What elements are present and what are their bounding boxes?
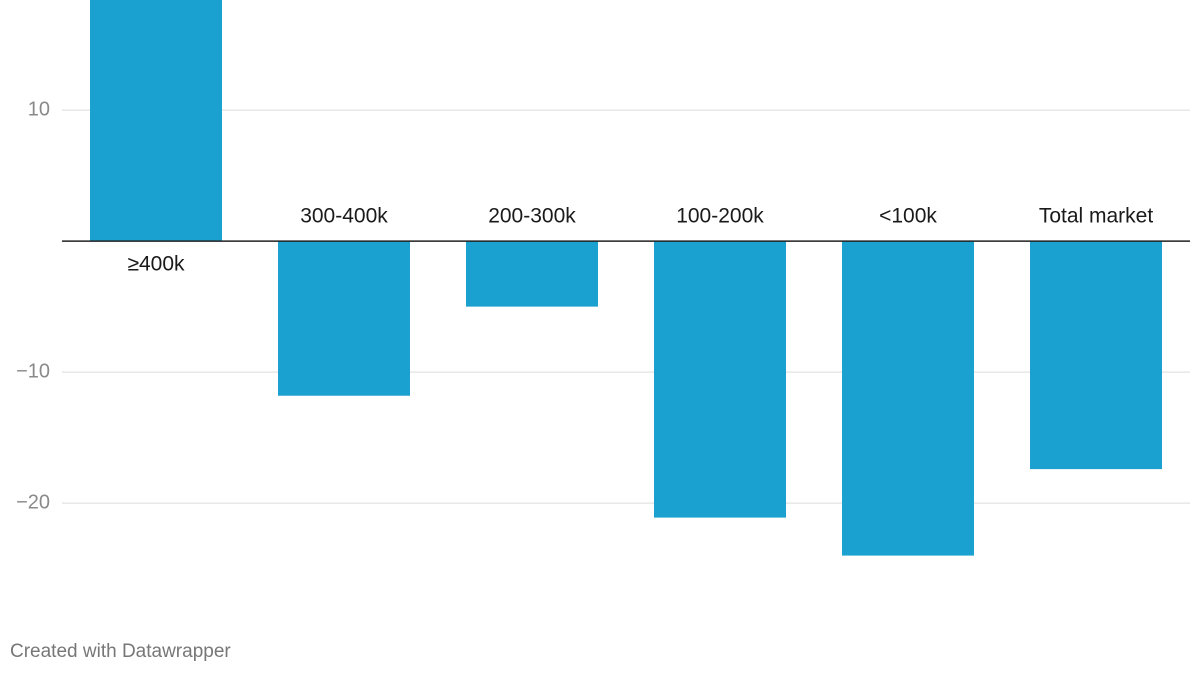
bar <box>90 0 222 242</box>
bar <box>1030 241 1162 470</box>
y-tick-label: −10 <box>16 360 50 382</box>
y-tick-label: −20 <box>16 491 50 513</box>
x-tick-label: ≥400k <box>127 253 185 276</box>
bar <box>278 241 410 396</box>
bar <box>466 241 598 307</box>
x-tick-label: 100-200k <box>676 205 764 228</box>
bar <box>842 241 974 556</box>
x-tick-label: Total market <box>1039 205 1154 228</box>
bars <box>90 0 1162 556</box>
x-tick-label: 200-300k <box>488 205 576 228</box>
x-tick-label: 300-400k <box>300 205 388 228</box>
y-tick-label: 10 <box>28 98 50 120</box>
labels: 10 −10 −20 ≥400k 300-400k 200-300k 100-200k <10… <box>16 98 1190 513</box>
bar <box>654 241 786 518</box>
footer: Created with Datawrapper <box>10 641 231 662</box>
x-tick-label: <100k <box>879 205 937 228</box>
grid <box>62 109 1190 504</box>
